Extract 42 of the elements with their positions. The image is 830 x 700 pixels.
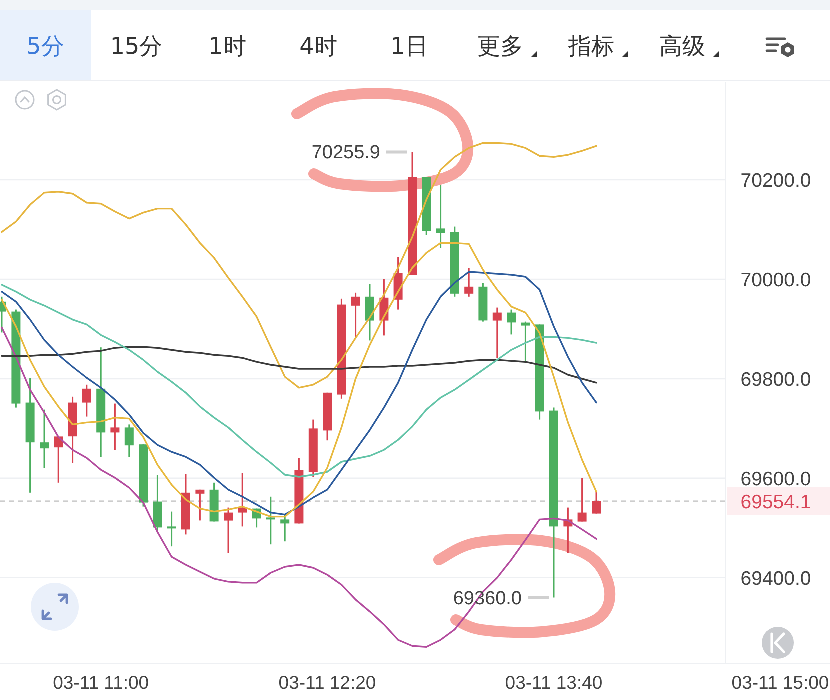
text: 70255.9 <box>312 142 380 164</box>
x-tick-label: 03-11 13:40 <box>505 672 603 693</box>
candlestick <box>436 184 446 249</box>
candlestick <box>351 292 360 340</box>
y-tick-label: 70200.0 <box>740 170 812 192</box>
candlestick <box>40 409 49 469</box>
ref-line-label: 69554.1 <box>740 491 812 514</box>
candlestick <box>224 507 233 554</box>
text: 高级 <box>660 34 706 60</box>
x-tick-label: 03-11 12:20 <box>278 672 376 693</box>
line-series <box>1 346 598 384</box>
candlestick <box>238 472 248 528</box>
candlestick <box>366 283 374 342</box>
text: 更多 <box>478 34 524 60</box>
y-tick-label: 70000.0 <box>740 270 812 292</box>
candlestick <box>110 403 120 451</box>
text: 15分 <box>110 34 163 60</box>
candlestick <box>196 489 205 522</box>
line-series <box>1 326 598 648</box>
candlestick <box>592 491 601 515</box>
candlestick <box>492 307 502 359</box>
text: 1时 <box>208 34 246 60</box>
candlestick <box>521 321 530 363</box>
text: 5分 <box>26 34 64 60</box>
candlestick <box>167 511 176 548</box>
text: 4时 <box>300 34 338 60</box>
line-series <box>1 284 598 478</box>
candlestick <box>464 267 474 298</box>
candlestick <box>82 384 92 418</box>
candlestick <box>266 496 276 546</box>
text: 1日 <box>390 34 428 60</box>
candlestick <box>124 424 134 458</box>
candlestick <box>280 514 290 542</box>
x-tick-label: 03-11 15:00 <box>732 672 830 693</box>
y-tick-label: 69800.0 <box>740 369 812 391</box>
y-tick-label: 69600.0 <box>740 468 812 490</box>
candlestick <box>507 309 516 336</box>
x-tick-label: 03-11 11:00 <box>53 672 150 693</box>
text: 指标 <box>568 34 614 60</box>
y-tick-label: 69400.0 <box>740 568 812 590</box>
candlestick <box>578 477 587 522</box>
line-series <box>1 142 598 389</box>
